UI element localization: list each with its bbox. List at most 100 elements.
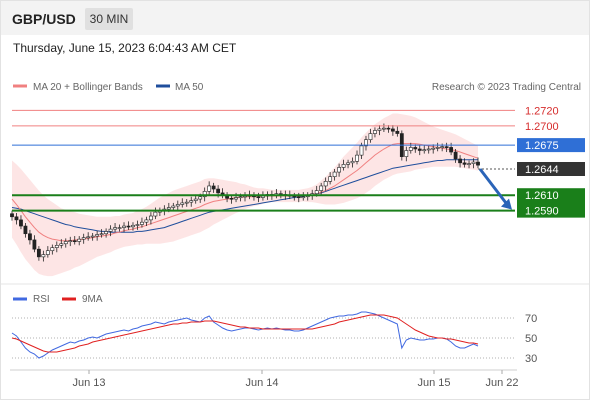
candle-body bbox=[431, 147, 436, 150]
candle bbox=[458, 155, 462, 168]
support-label: 1.2610 bbox=[525, 190, 559, 202]
candle-body bbox=[63, 241, 68, 245]
candle bbox=[117, 224, 122, 232]
timeframe-button[interactable]: 30 MIN bbox=[85, 8, 133, 30]
time-tick-label: Jun 15 bbox=[417, 377, 450, 389]
candle bbox=[332, 169, 337, 181]
candle-body bbox=[122, 225, 126, 228]
candle-body bbox=[337, 167, 341, 173]
candle bbox=[72, 236, 77, 245]
candle-body bbox=[377, 128, 382, 131]
candle bbox=[140, 217, 144, 228]
candle-body bbox=[364, 139, 368, 147]
candle-body bbox=[180, 202, 185, 205]
candle-body bbox=[390, 128, 395, 132]
candle bbox=[19, 215, 23, 230]
candle bbox=[453, 148, 458, 163]
candle bbox=[14, 212, 19, 225]
candle bbox=[77, 236, 82, 246]
levels-group: 1.2720 1.2700 1.2675 1.2644 1.2610 1.2590 bbox=[12, 105, 585, 218]
candle bbox=[346, 159, 350, 169]
candle bbox=[28, 229, 32, 245]
level-1.2700: 1.2700 bbox=[12, 121, 559, 133]
candle bbox=[323, 177, 328, 191]
candle bbox=[99, 229, 104, 238]
candle bbox=[301, 192, 306, 201]
candle-body bbox=[86, 236, 91, 239]
candle-body bbox=[314, 190, 319, 194]
candle bbox=[328, 172, 333, 185]
candle bbox=[122, 222, 126, 233]
candle-body bbox=[198, 196, 203, 200]
chart-header: GBP/USD 30 MIN bbox=[1, 1, 589, 35]
candle bbox=[444, 142, 449, 153]
ma50-legend-label: MA 50 bbox=[175, 82, 204, 93]
support-label: 1.2590 bbox=[525, 206, 559, 218]
candle bbox=[417, 145, 422, 156]
ma20-legend-label: MA 20 + Bollinger Bands bbox=[33, 82, 143, 93]
candle-body bbox=[184, 201, 189, 204]
candle bbox=[431, 144, 436, 154]
candle bbox=[390, 125, 395, 136]
candle bbox=[90, 232, 95, 241]
candle bbox=[377, 125, 382, 136]
candle-body bbox=[359, 145, 364, 156]
candle bbox=[471, 158, 476, 169]
level-1.2590: 1.2590 bbox=[12, 203, 585, 218]
candle-body bbox=[234, 197, 238, 200]
candle-body bbox=[417, 148, 422, 151]
candle-body bbox=[238, 196, 243, 199]
candle-body bbox=[202, 191, 207, 198]
candle-body bbox=[328, 176, 333, 182]
candle bbox=[149, 212, 153, 225]
pivot-label: 1.2675 bbox=[525, 140, 559, 152]
candle bbox=[153, 207, 158, 220]
candle bbox=[319, 182, 324, 195]
candle bbox=[32, 235, 37, 253]
candle bbox=[59, 239, 64, 249]
candle bbox=[382, 123, 386, 132]
candle-body bbox=[41, 254, 46, 258]
candle-body bbox=[175, 204, 180, 207]
candle bbox=[104, 228, 108, 238]
candle bbox=[108, 225, 113, 237]
candle-body bbox=[395, 130, 400, 134]
level-1.2720: 1.2720 bbox=[12, 105, 559, 117]
forecast-arrow-shaft bbox=[478, 168, 510, 207]
candle-body bbox=[350, 160, 355, 164]
candle bbox=[126, 221, 131, 230]
candle-body bbox=[471, 161, 476, 164]
ma50-line bbox=[11, 159, 478, 233]
candle-body bbox=[14, 216, 19, 221]
candle bbox=[368, 128, 373, 143]
rsi-tick-label: 30 bbox=[525, 353, 537, 365]
candle-body bbox=[90, 235, 95, 238]
resistance-label: 1.2720 bbox=[525, 105, 559, 117]
candle bbox=[63, 238, 68, 248]
candle-body bbox=[301, 196, 306, 199]
candle-body bbox=[229, 197, 234, 200]
candle-body bbox=[408, 147, 413, 151]
candle-body bbox=[449, 147, 454, 153]
candle-body bbox=[54, 245, 59, 248]
candle bbox=[341, 159, 346, 171]
candle-body bbox=[10, 213, 14, 218]
candle-body bbox=[207, 185, 212, 192]
candle-body bbox=[19, 219, 23, 227]
time-tick-label: Jun 13 bbox=[72, 377, 105, 389]
level-1.2644: 1.2644 bbox=[478, 162, 585, 176]
candle-body bbox=[104, 231, 108, 235]
ma9-legend-label: 9MA bbox=[82, 294, 103, 305]
timestamp: Thursday, June 15, 2023 6:04:43 AM CET bbox=[13, 41, 237, 55]
candle bbox=[23, 222, 28, 238]
candle-body bbox=[382, 127, 386, 130]
candle bbox=[54, 241, 59, 253]
candle-body bbox=[216, 188, 221, 194]
candle bbox=[395, 126, 400, 137]
candle-body bbox=[36, 248, 41, 258]
candle-body bbox=[189, 200, 194, 203]
time-axis: Jun 13 Jun 14 Jun 15 Jun 22 bbox=[72, 370, 519, 389]
candle-body bbox=[153, 211, 158, 217]
candle-body bbox=[332, 171, 337, 178]
candle-body bbox=[346, 162, 350, 165]
